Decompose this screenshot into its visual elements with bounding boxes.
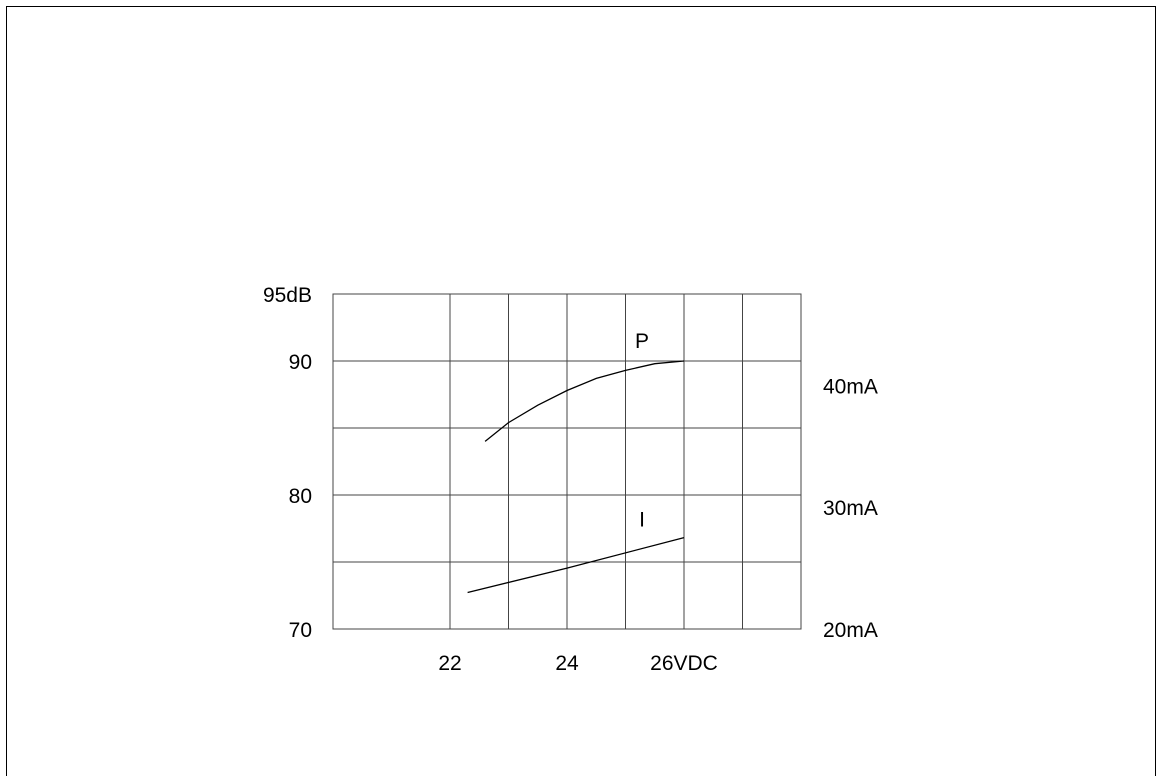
x-tick-label: 26VDC [650,652,718,675]
y-left-tick-label: 80 [289,485,312,508]
series-line-p [484,360,685,442]
y-left-tick-label: 70 [289,619,312,642]
y-left-tick-label: 90 [289,351,312,374]
series-label-i: I [639,509,645,532]
y-right-tick-label: 40mA [823,375,878,398]
series-line-i [467,536,685,594]
figure-frame [6,6,1156,776]
x-tick-label: 24 [555,652,579,675]
series-label-p: P [635,330,649,353]
x-tick-label: 22 [438,652,461,675]
y-right-tick-label: 20mA [823,619,878,642]
y-left-tick-label: 95dB [263,284,312,307]
y-right-tick-label: 30mA [823,497,878,520]
